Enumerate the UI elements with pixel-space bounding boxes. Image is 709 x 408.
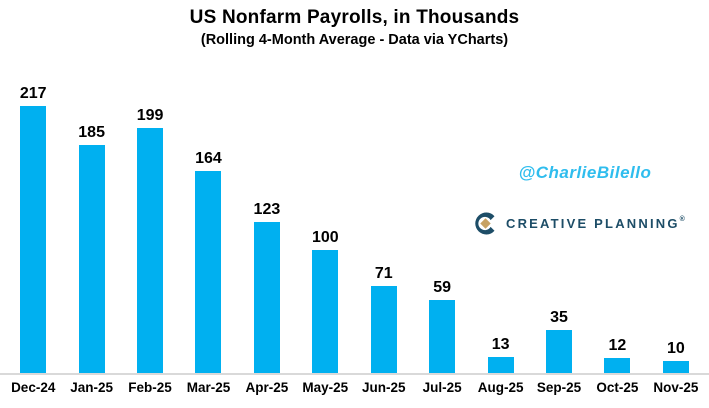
bar [604,358,631,373]
bar-value-label: 59 [433,279,452,296]
x-axis-label: Apr-25 [245,380,289,395]
bar-value-label: 199 [136,107,164,124]
x-axis-label: Jun-25 [361,380,406,395]
chart-header: US Nonfarm Payrolls, in Thousands (Rolli… [0,0,709,48]
bar-column: 123 [238,55,296,373]
bar [253,222,280,373]
bar-column: 59 [413,55,471,373]
bar-value-label: 10 [666,340,685,357]
bar-column: 71 [355,55,413,373]
bar-column: 12 [588,55,646,373]
bar [429,300,456,373]
bar-value-label: 35 [550,309,568,326]
x-axis-label: Sep-25 [536,380,582,395]
x-axis-label: Nov-25 [653,380,699,395]
bar [137,128,164,373]
plot-area: 217 185 199 164 123 100 71 59 13 35 12 10 [0,55,709,373]
chart-title: US Nonfarm Payrolls, in Thousands [189,7,520,28]
creative-planning-logo-icon [475,212,495,235]
chart-subtitle: (Rolling 4-Month Average - Data via YCha… [200,32,509,48]
bar-column: 10 [647,55,705,373]
bar-column: 217 [4,55,62,373]
bar-value-label: 12 [608,337,627,354]
brand-name: CREATIVE PLANNING® [506,216,685,231]
bar-column: 199 [121,55,179,373]
x-axis-label: Jan-25 [70,380,114,395]
bar-column: 100 [296,55,354,373]
bar [195,171,222,373]
bar [78,145,105,373]
bar-column: 185 [62,55,120,373]
bar-value-label: 100 [311,229,339,246]
watermark-handle: @CharlieBilello [518,163,652,182]
bar [370,286,397,373]
bar-value-label: 164 [195,150,222,167]
registered-mark: ® [679,216,685,223]
bar [312,250,339,373]
bar [20,106,47,373]
x-axis-label: Aug-25 [477,380,524,395]
bar-column: 35 [530,55,588,373]
bar-value-label: 13 [491,336,510,353]
x-axis-line [0,373,709,375]
x-axis-label: May-25 [302,380,349,395]
bar-value-label: 123 [253,201,281,218]
bar-value-label: 71 [374,265,393,282]
x-axis-label: Mar-25 [186,380,231,395]
x-axis-labels: Dec-24 Jan-25 Feb-25 Mar-25 Apr-25 May-25 Jun-… [0,380,709,395]
chart-area: 217 185 199 164 123 100 71 59 13 35 12 10 Dec-24 Jan… [0,55,709,408]
bar [662,361,689,373]
bar [546,330,572,373]
x-axis-label: Jul-25 [422,380,462,395]
x-axis-label: Dec-24 [11,380,56,395]
bar-column: 13 [471,55,529,373]
x-axis-label: Feb-25 [128,380,172,395]
x-axis-label: Oct-25 [596,380,639,395]
bar-value-label: 217 [19,85,47,102]
brand-lockup: CREATIVE PLANNING® [472,210,685,237]
bar-value-label: 185 [78,124,105,141]
bar [487,357,514,373]
bar-column: 164 [179,55,237,373]
